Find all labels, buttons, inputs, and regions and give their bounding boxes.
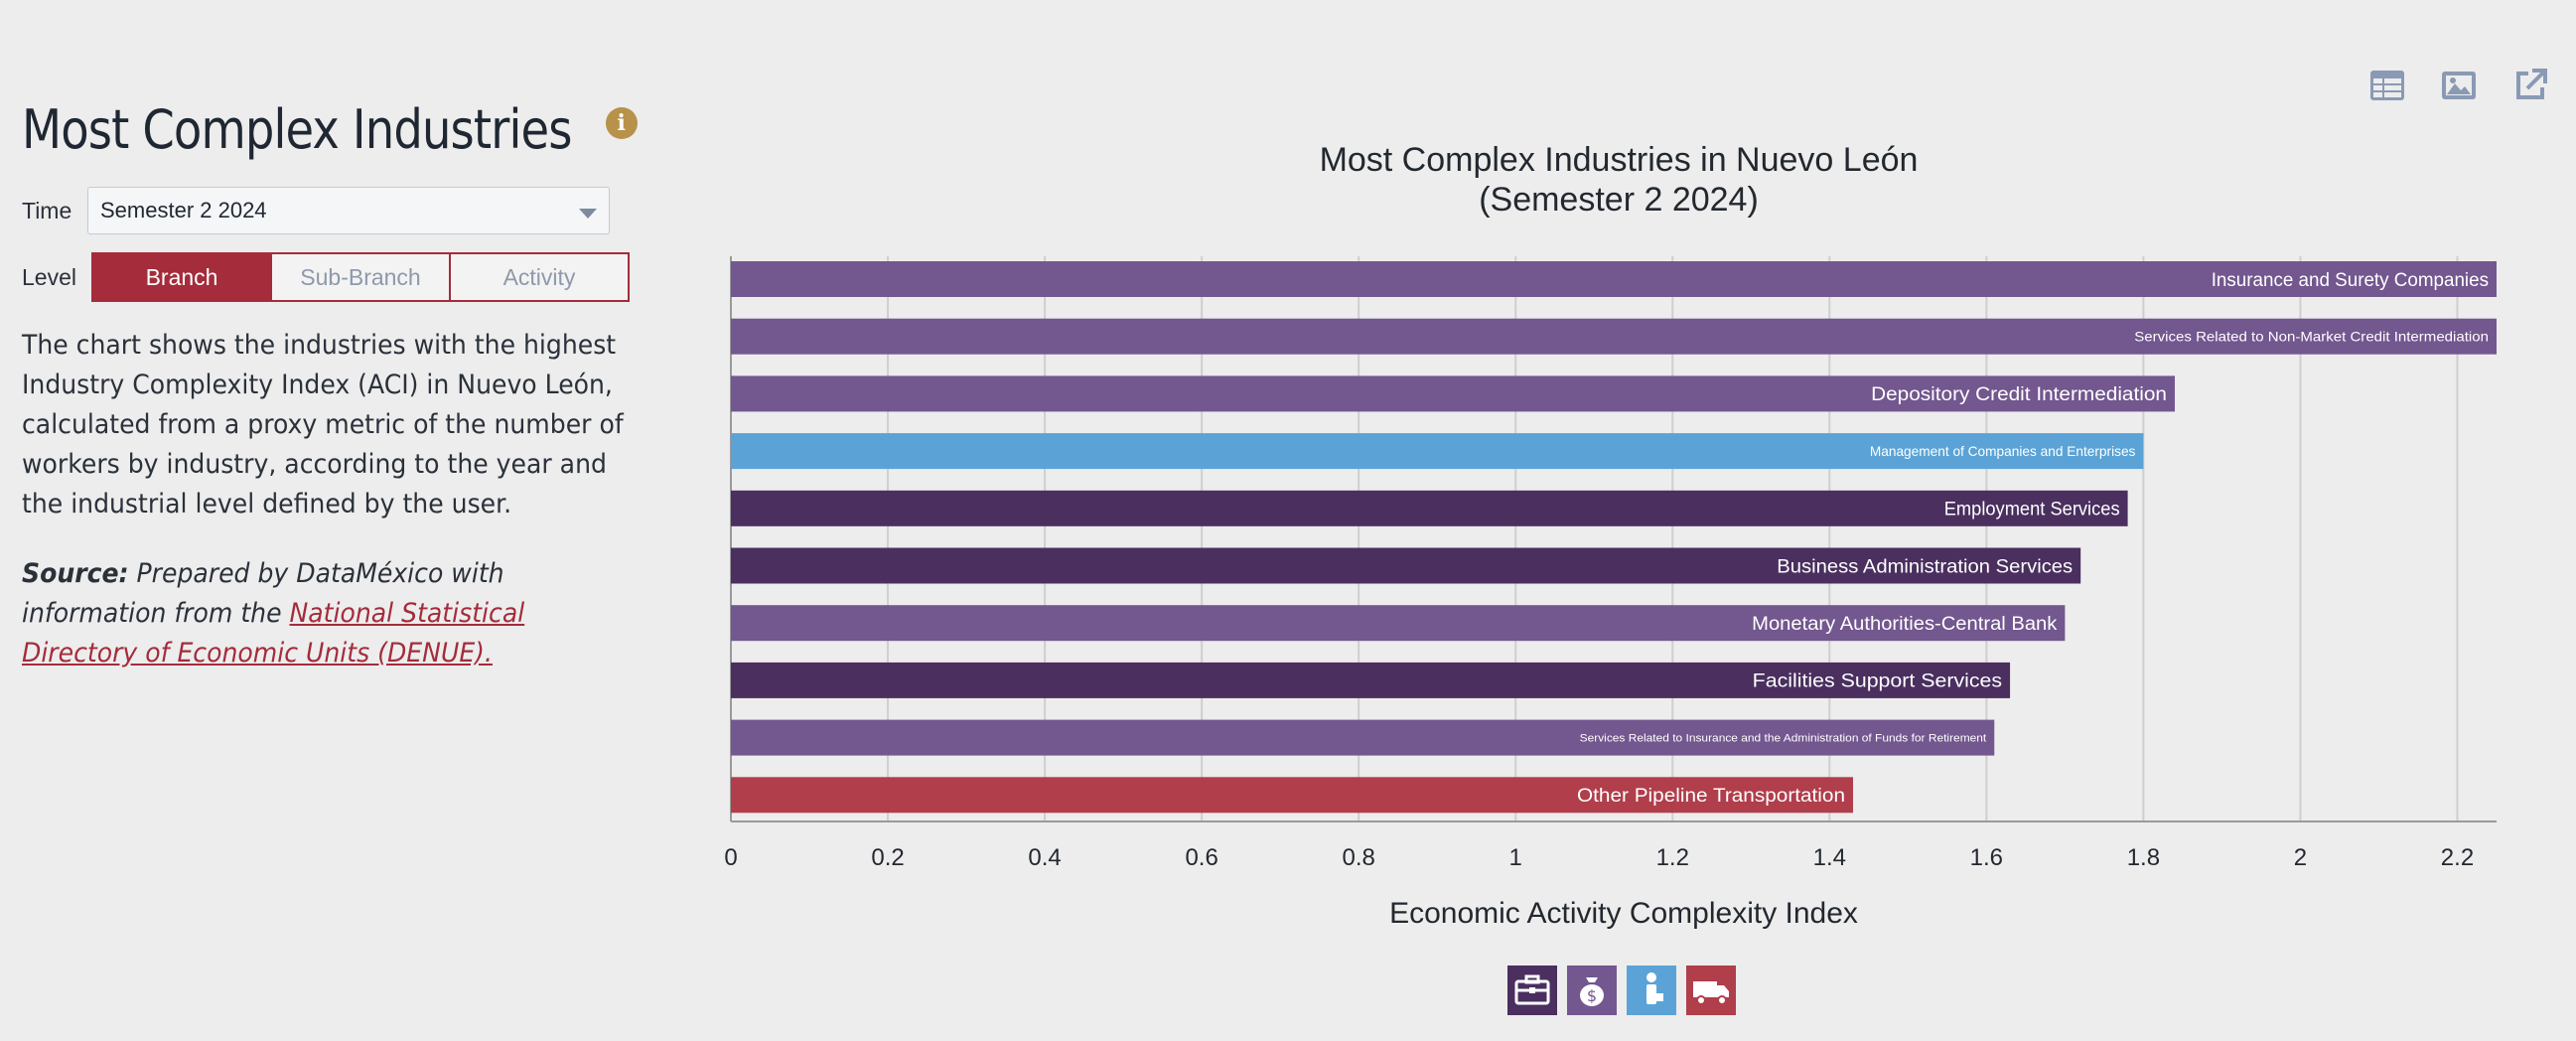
source-label: Source: xyxy=(22,558,129,589)
x-tick-label: 1.6 xyxy=(1970,844,2003,871)
control-panel: Most Complex Industries i Time Semester … xyxy=(22,89,638,700)
table-icon[interactable] xyxy=(2369,68,2405,103)
source-note: Source: Prepared by DataMéxico with info… xyxy=(22,554,632,673)
chart-description: The chart shows the industries with the … xyxy=(22,330,624,520)
title-row: Most Complex Industries i xyxy=(22,89,638,169)
denue-link[interactable]: National Statistical Directory of Econom… xyxy=(22,598,525,669)
bar xyxy=(731,719,1995,756)
chart-title: Most Complex Industries in Nuevo León xyxy=(1320,141,1919,179)
x-tick-label: 1.8 xyxy=(2127,844,2160,871)
bar xyxy=(731,433,2144,470)
chart-legend: $ xyxy=(1507,966,1736,1015)
chart-toolbar xyxy=(2369,68,2548,103)
bar-label: Monetary Authorities-Central Bank xyxy=(1752,614,2058,635)
time-label: Time xyxy=(22,197,72,223)
bar-label: Other Pipeline Transportation xyxy=(1577,786,1845,807)
x-tick-label: 2 xyxy=(2294,844,2307,871)
bar xyxy=(731,318,2497,355)
briefcase-icon[interactable] xyxy=(1507,966,1557,1015)
x-tick-label: 0.4 xyxy=(1028,844,1061,871)
chart-subtitle: (Semester 2 2024) xyxy=(1479,181,1759,219)
bar xyxy=(731,605,2066,642)
bar xyxy=(731,375,2176,412)
bar xyxy=(731,777,1854,814)
truck-icon[interactable] xyxy=(1686,966,1736,1015)
level-button-group: Branch Sub-Branch Activity xyxy=(91,252,630,302)
x-tick-label: 2.2 xyxy=(2441,844,2474,871)
money-bag-icon[interactable]: $ xyxy=(1567,966,1617,1015)
x-tick-label: 1.2 xyxy=(1656,844,1689,871)
bar-label: Insurance and Surety Companies xyxy=(2212,270,2489,291)
chevron-down-icon xyxy=(579,209,597,219)
time-row: Time Semester 2 2024 xyxy=(22,187,638,234)
bar xyxy=(731,490,2128,526)
bar-label: Employment Services xyxy=(1944,500,2120,520)
bar-label: Services Related to Insurance and the Ad… xyxy=(1580,733,1987,745)
level-sub-branch-button[interactable]: Sub-Branch xyxy=(272,252,451,302)
x-tick-label: 0.2 xyxy=(871,844,904,871)
x-tick-label: 1 xyxy=(1509,844,1522,871)
level-activity-button[interactable]: Activity xyxy=(451,252,630,302)
x-tick-label: 0.6 xyxy=(1185,844,1217,871)
time-select-value: Semester 2 2024 xyxy=(100,198,267,223)
share-icon[interactable] xyxy=(2512,68,2548,103)
info-icon[interactable]: i xyxy=(605,107,638,139)
level-row: Level Branch Sub-Branch Activity xyxy=(22,252,638,302)
svg-text:$: $ xyxy=(1587,986,1597,1005)
person-icon[interactable] xyxy=(1627,966,1676,1015)
bar-label: Management of Companies and Enterprises xyxy=(1870,443,2136,459)
bar xyxy=(731,662,2011,698)
source-text: Prepared by DataMéxico with information … xyxy=(22,558,504,629)
bar xyxy=(731,547,2081,584)
image-icon[interactable] xyxy=(2441,68,2477,103)
x-tick-label: 0 xyxy=(724,844,737,871)
bar-label: Business Administration Services xyxy=(1777,556,2073,577)
x-axis-title: Economic Activity Complexity Index xyxy=(1389,897,1858,930)
x-tick-label: 0.8 xyxy=(1342,844,1374,871)
x-tick-label: 1.4 xyxy=(1813,844,1846,871)
page-title: Most Complex Industries xyxy=(22,97,572,161)
bar-chart: Most Complex Industries in Nuevo León(Se… xyxy=(724,141,2497,930)
bar-label: Facilities Support Services xyxy=(1753,671,2002,692)
bar xyxy=(731,261,2497,297)
bar-label: Services Related to Non-Market Credit In… xyxy=(2134,329,2489,345)
bar-label: Depository Credit Intermediation xyxy=(1871,384,2167,405)
level-label: Level xyxy=(22,263,76,290)
time-select[interactable]: Semester 2 2024 xyxy=(87,187,610,234)
level-branch-button[interactable]: Branch xyxy=(91,252,272,302)
